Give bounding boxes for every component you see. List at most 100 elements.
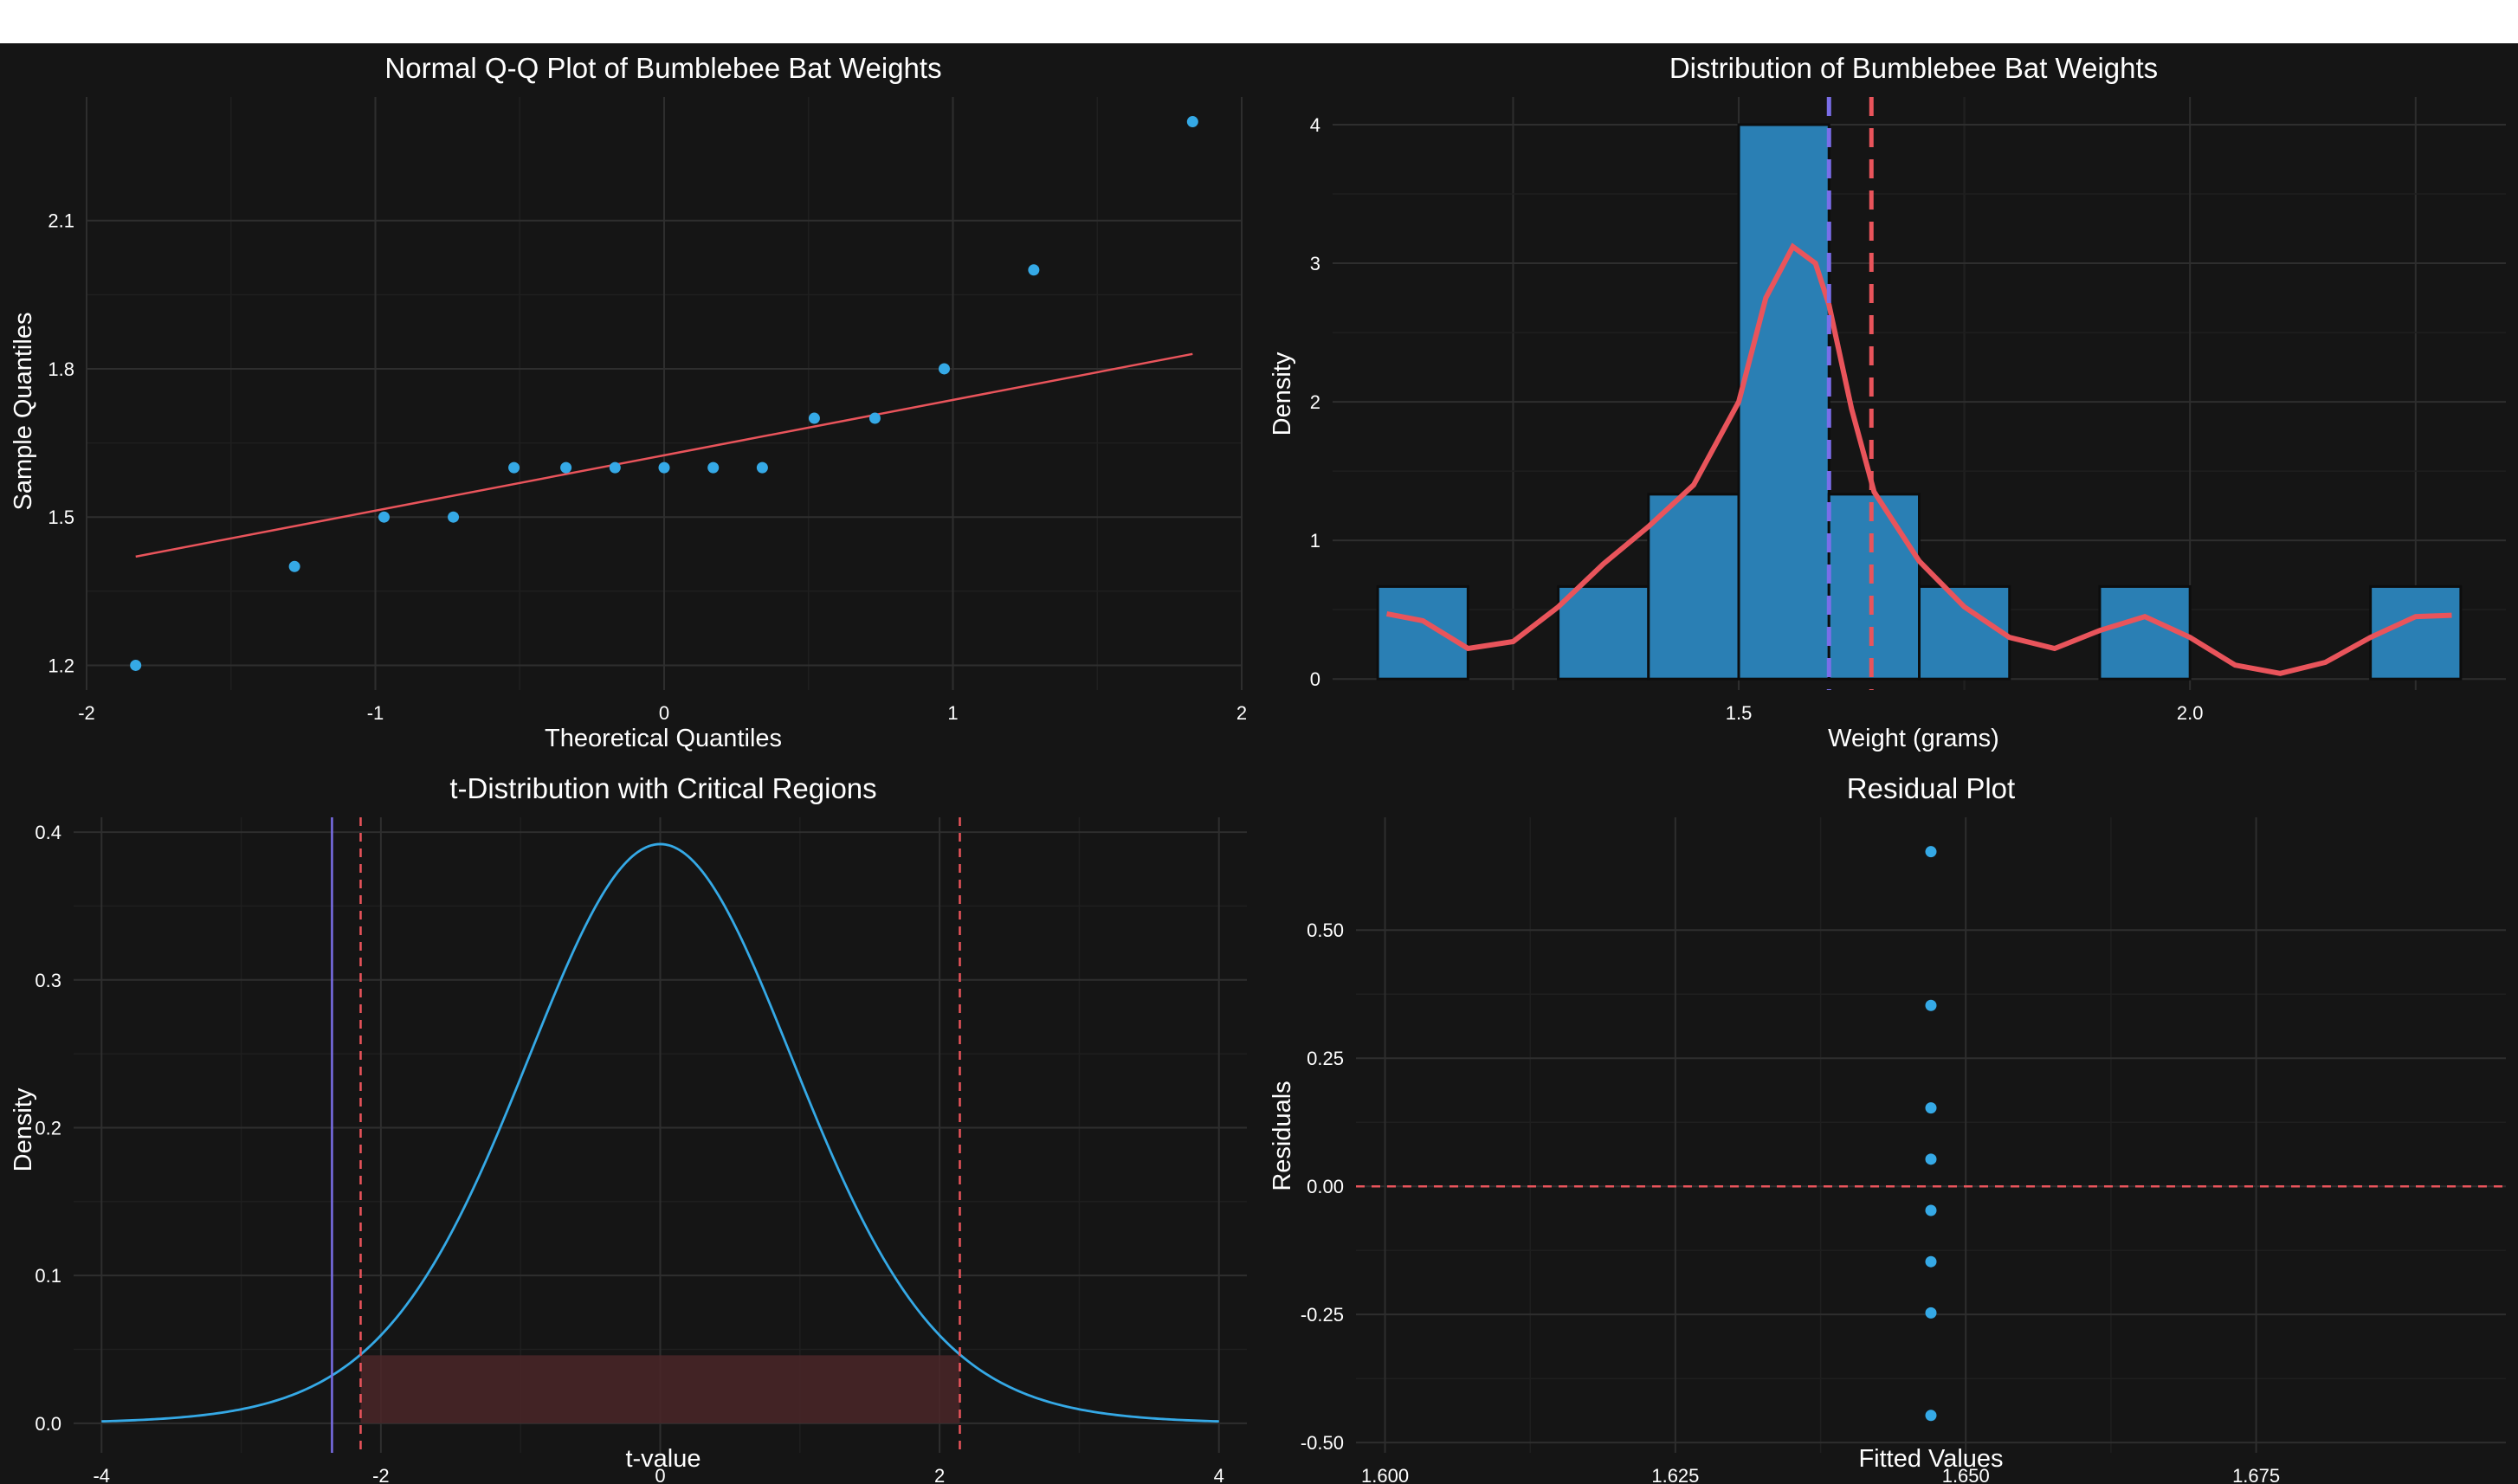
residual-x-tick-label: 1.625 (1651, 1465, 1699, 1484)
residual-x-axis-label: Fitted Values (1858, 1445, 2003, 1473)
histogram-y-axis-label: Density (1269, 352, 1296, 436)
t-distribution-y-tick-labels: 0.0 0.1 0.2 0.3 0.4 (35, 822, 61, 1435)
t-distribution-x-tick-label: 4 (1214, 1465, 1224, 1484)
qq-x-tick-labels: -2 -1 0 1 2 (78, 702, 1247, 724)
residual-point (1925, 1255, 1937, 1268)
residual-x-tick-label: 1.675 (2232, 1465, 2280, 1484)
residual-y-tick-label: -0.25 (1301, 1304, 1344, 1326)
qq-point (288, 560, 300, 572)
residual-points (1925, 846, 1937, 1422)
residual-plot-title: Residual Plot (1847, 772, 2015, 804)
qq-point (560, 461, 572, 474)
residual-point (1925, 1204, 1937, 1216)
qq-point (130, 659, 142, 671)
qq-point (508, 461, 520, 474)
t-distribution-x-tick-label: 0 (655, 1465, 665, 1484)
qq-point (808, 412, 820, 424)
t-distribution-x-tick-label: -4 (93, 1465, 110, 1484)
t-distribution-y-tick-label: 0.1 (35, 1265, 61, 1287)
qq-x-tick-label: 2 (1236, 702, 1247, 724)
histogram-y-tick-labels: 0 1 2 3 4 (1310, 114, 1320, 690)
histogram-vlines (1826, 97, 1874, 690)
qq-point (609, 461, 621, 474)
qq-point (378, 511, 391, 523)
qq-point (707, 461, 720, 474)
histogram-title: Distribution of Bumblebee Bat Weights (1669, 52, 2158, 84)
histogram-y-tick-label: 3 (1310, 253, 1320, 274)
residual-y-tick-label: 0.50 (1307, 919, 1344, 941)
qq-y-tick-label: 1.5 (48, 506, 74, 528)
residual-point (1925, 846, 1937, 858)
histogram-y-tick-label: 1 (1310, 530, 1320, 552)
t-distribution-grid (74, 817, 1247, 1453)
residual-point (1925, 1307, 1937, 1319)
histogram-x-tick-label: 1.5 (1726, 702, 1753, 724)
qq-y-tick-label: 2.1 (48, 210, 74, 232)
qq-x-tick-label: -2 (78, 702, 95, 724)
t-distribution-y-tick-label: 0.0 (35, 1413, 61, 1435)
t-distribution-x-tick-label: -2 (372, 1465, 390, 1484)
residual-y-tick-labels: -0.50 -0.25 0.00 0.25 0.50 (1301, 919, 1344, 1454)
qq-point (868, 412, 881, 424)
residual-x-tick-label: 1.600 (1361, 1465, 1409, 1484)
residual-point (1925, 999, 1937, 1011)
t-distribution-title: t-Distribution with Critical Regions (449, 772, 876, 804)
t-distribution-y-axis-label: Density (10, 1087, 37, 1171)
qq-plot-grid (86, 97, 1243, 690)
histogram-bar (1647, 493, 1740, 681)
qq-point (756, 461, 768, 474)
qq-point (938, 363, 950, 375)
t-distribution-y-tick-label: 0.4 (35, 822, 61, 843)
residual-y-axis-label: Residuals (1269, 1081, 1296, 1190)
t-density-curve (101, 842, 1219, 1423)
qq-y-tick-label: 1.8 (48, 358, 74, 380)
t-distribution-y-tick-label: 0.3 (35, 970, 61, 991)
histogram-panel: Distribution of Bumblebee Bat Weights 1.… (1269, 52, 2506, 752)
qq-x-tick-label: 0 (659, 702, 669, 724)
histogram-bar (1918, 584, 2011, 681)
qq-y-tick-labels: 1.2 1.5 1.8 2.1 (48, 210, 74, 677)
t-distribution-x-axis-label: t-value (625, 1445, 701, 1473)
qq-y-tick-label: 1.2 (48, 655, 74, 676)
residual-x-tick-label: 1.650 (1942, 1465, 1990, 1484)
t-distribution-x-tick-label: 2 (934, 1465, 945, 1484)
histogram-bar (1557, 584, 1650, 681)
qq-x-axis-label: Theoretical Quantiles (545, 725, 782, 752)
histogram-x-tick-labels: 1.5 2.0 (1726, 702, 2204, 724)
histogram-y-tick-label: 4 (1310, 114, 1320, 136)
qq-point (658, 461, 670, 474)
histogram-bar (1376, 584, 1469, 681)
qq-point (1186, 116, 1198, 128)
residual-y-tick-label: 0.00 (1307, 1176, 1344, 1197)
qq-reference-line (135, 352, 1193, 558)
t-distribution-y-tick-label: 0.2 (35, 1117, 61, 1139)
qq-x-tick-label: 1 (947, 702, 958, 724)
residual-y-tick-label: 0.25 (1307, 1048, 1344, 1069)
histogram-bar (1737, 123, 1830, 681)
residual-plot-panel: Residual Plot 1.600 1.625 1.650 1.675 -0.50… (1269, 772, 2506, 1484)
critical-region-band (360, 1355, 960, 1423)
histogram-y-tick-label: 0 (1310, 668, 1320, 690)
residual-y-tick-label: -0.50 (1301, 1432, 1344, 1454)
qq-point (448, 511, 460, 523)
histogram-x-axis-label: Weight (grams) (1828, 725, 1999, 752)
residual-point (1925, 1153, 1937, 1165)
residual-point (1925, 1410, 1937, 1422)
histogram-bar (1827, 493, 1921, 681)
t-distribution-panel: t-Distribution with Critical Regions -4-… (10, 772, 1247, 1484)
t-distribution-x-tick-labels: -4 -2 0 2 4 (93, 1465, 1223, 1484)
qq-points (130, 116, 1198, 671)
qq-y-axis-label: Sample Quantiles (10, 313, 37, 511)
t-distribution-vlines (331, 817, 961, 1453)
histogram-x-tick-label: 2.0 (2177, 702, 2204, 724)
histogram-bars (1376, 123, 2463, 681)
qq-plot-panel: Normal Q-Q Plot of Bumblebee Bat Weights… (10, 52, 1247, 752)
residual-point (1925, 1102, 1937, 1114)
qq-x-tick-label: -1 (367, 702, 384, 724)
density-curve (1385, 242, 2452, 676)
figure-canvas: Normal Q-Q Plot of Bumblebee Bat Weights… (0, 43, 2518, 1484)
histogram-y-tick-label: 2 (1310, 391, 1320, 413)
residual-plot-grid (1356, 817, 2506, 1453)
qq-plot-title: Normal Q-Q Plot of Bumblebee Bat Weights (384, 52, 941, 84)
residual-x-tick-labels: 1.600 1.625 1.650 1.675 (1361, 1465, 2280, 1484)
